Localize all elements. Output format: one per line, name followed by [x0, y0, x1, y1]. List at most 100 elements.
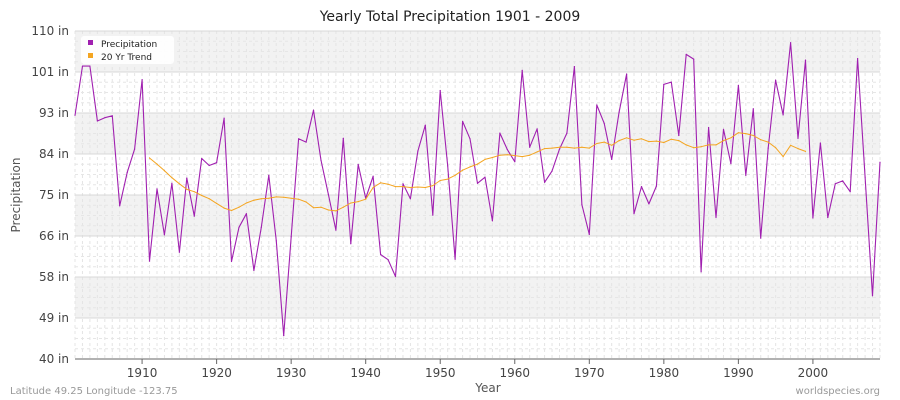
data-point-precipitation — [119, 205, 121, 207]
data-point-precipitation — [275, 240, 277, 242]
data-point-precipitation — [857, 58, 859, 60]
data-point-trend — [618, 140, 620, 142]
x-tick-label: 2000 — [798, 366, 829, 380]
legend-label-trend: 20 Yr Trend — [101, 53, 152, 63]
data-point-precipitation — [864, 176, 866, 178]
data-point-precipitation — [201, 157, 203, 160]
data-point-trend — [648, 141, 650, 143]
data-point-precipitation — [551, 170, 553, 172]
y-axis-label: Precipitation — [9, 157, 23, 232]
data-point-precipitation — [104, 117, 106, 119]
y-tick-label: 93 in — [39, 106, 69, 120]
data-point-trend — [655, 140, 658, 142]
data-point-precipitation — [521, 69, 523, 71]
data-point-precipitation — [760, 237, 762, 239]
data-point-precipitation — [126, 171, 128, 174]
y-tick-label: 75 in — [39, 188, 69, 202]
x-tick-label: 1950 — [425, 366, 456, 380]
data-point-trend — [775, 147, 777, 149]
data-point-trend — [499, 154, 501, 156]
y-tick-label: 49 in — [39, 311, 69, 325]
data-point-precipitation — [685, 53, 687, 56]
data-point-precipitation — [871, 295, 874, 297]
data-point-precipitation — [558, 148, 561, 150]
data-point-trend — [663, 141, 665, 144]
data-point-trend — [402, 186, 404, 188]
data-point-trend — [268, 197, 270, 199]
data-point-trend — [573, 147, 576, 149]
data-point-precipitation — [708, 126, 710, 129]
series-group — [74, 42, 881, 337]
data-point-precipitation — [208, 164, 210, 167]
data-point-trend — [394, 186, 397, 188]
data-point-trend — [693, 147, 695, 149]
data-point-precipitation — [402, 183, 404, 185]
y-tick-label: 101 in — [31, 65, 69, 79]
data-point-precipitation — [350, 243, 352, 245]
data-point-precipitation — [573, 66, 576, 68]
data-point-trend — [178, 183, 180, 185]
data-point-precipitation — [797, 137, 799, 139]
data-point-precipitation — [335, 229, 337, 231]
data-point-precipitation — [394, 275, 397, 278]
data-point-precipitation — [193, 215, 195, 217]
data-point-trend — [626, 137, 628, 139]
data-point-precipitation — [626, 73, 628, 75]
legend-swatch-precipitation — [88, 40, 93, 45]
data-point-precipitation — [544, 181, 546, 183]
data-point-precipitation — [96, 120, 98, 122]
y-tick-label: 40 in — [39, 352, 69, 366]
axes: 40 in 49 in 58 in 66 in 75 in 84 in 93 in 101 i… — [31, 24, 880, 380]
x-tick-label: 1940 — [350, 366, 381, 380]
data-point-precipitation — [260, 226, 262, 228]
data-point-precipitation — [767, 147, 769, 149]
data-point-precipitation — [253, 269, 255, 271]
data-point-trend — [253, 199, 255, 201]
data-point-trend — [708, 144, 710, 146]
data-point-precipitation — [81, 65, 84, 67]
data-point-trend — [745, 133, 747, 135]
data-point-precipitation — [417, 150, 419, 152]
data-point-precipitation — [633, 213, 635, 215]
data-point-precipitation — [879, 161, 881, 163]
data-point-trend — [767, 141, 769, 143]
data-point-precipitation — [223, 117, 225, 119]
data-point-trend — [611, 144, 613, 146]
data-point-precipitation — [499, 132, 501, 134]
data-point-precipitation — [439, 89, 441, 92]
data-point-trend — [156, 163, 158, 165]
data-point-trend — [804, 150, 807, 152]
grid — [74, 30, 881, 360]
data-point-trend — [208, 198, 210, 200]
data-point-precipitation — [178, 251, 180, 253]
data-point-trend — [722, 140, 725, 142]
data-point-precipitation — [238, 226, 240, 228]
data-point-trend — [521, 156, 523, 158]
data-point-trend — [506, 154, 508, 156]
x-tick-label: 1960 — [499, 366, 530, 380]
data-point-trend — [193, 191, 195, 193]
footer-source: worldspecies.org — [796, 386, 880, 397]
data-point-precipitation — [737, 84, 740, 86]
data-point-trend — [633, 139, 635, 141]
data-point-precipitation — [372, 175, 374, 177]
data-point-trend — [447, 178, 449, 180]
data-point-precipitation — [700, 271, 702, 273]
data-point-precipitation — [134, 148, 136, 150]
data-point-trend — [551, 147, 553, 149]
data-point-precipitation — [655, 185, 658, 187]
data-point-precipitation — [230, 260, 233, 263]
data-point-precipitation — [245, 213, 247, 215]
data-point-precipitation — [611, 158, 613, 160]
data-point-trend — [566, 146, 568, 148]
data-point-trend — [790, 144, 792, 146]
data-point-precipitation — [812, 217, 814, 219]
data-point-trend — [298, 198, 300, 200]
data-point-trend — [469, 166, 471, 168]
data-point-trend — [216, 202, 218, 204]
data-point-trend — [365, 198, 367, 200]
data-point-precipitation — [447, 165, 449, 167]
data-point-precipitation — [790, 42, 792, 44]
data-point-trend — [588, 147, 590, 149]
